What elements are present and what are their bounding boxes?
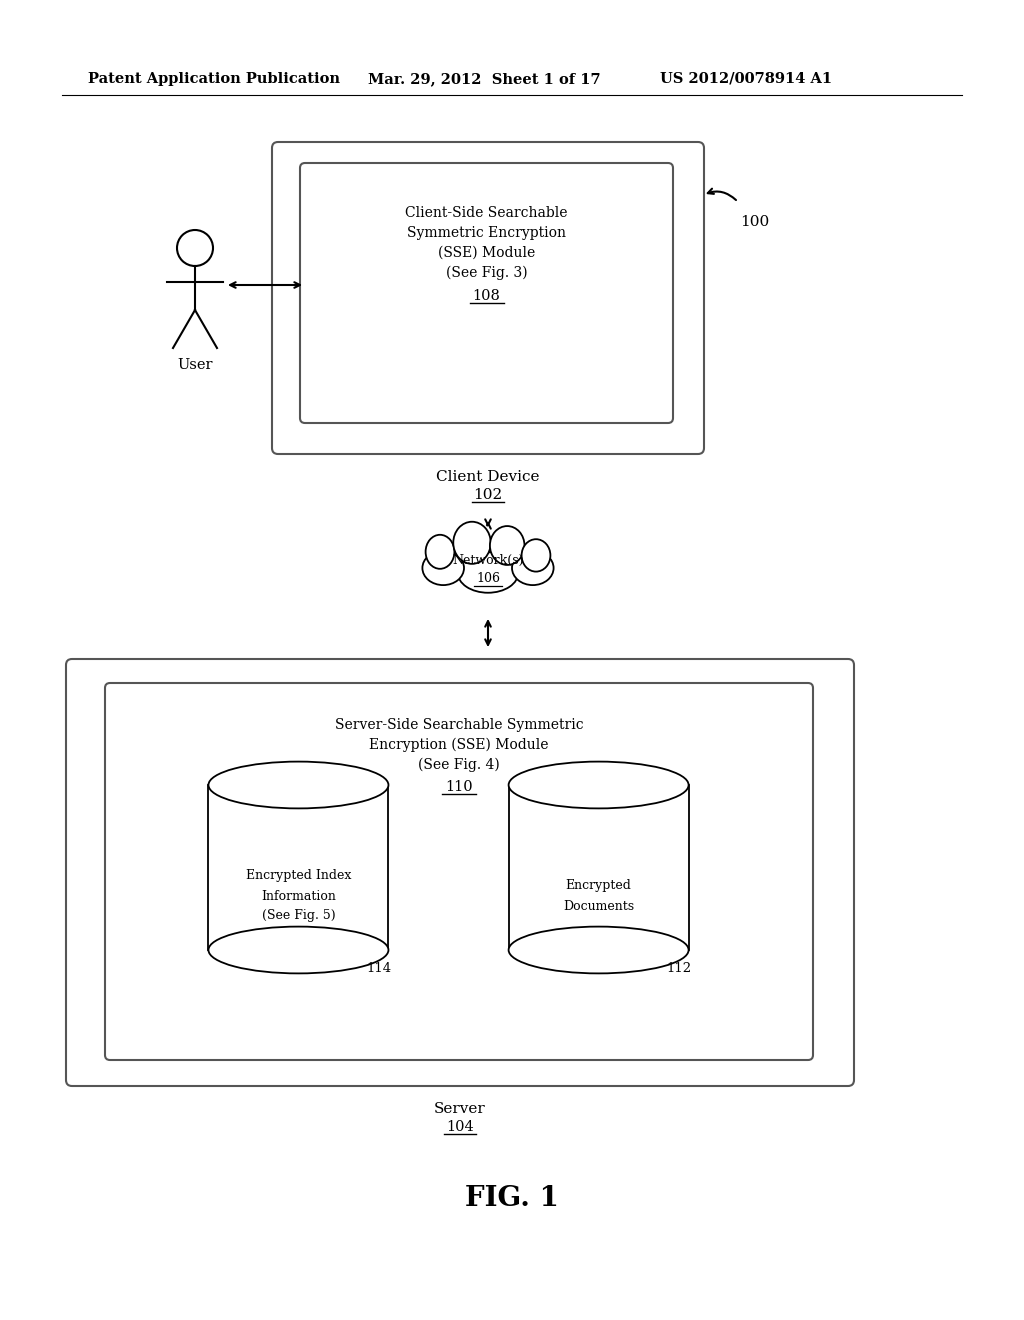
Ellipse shape bbox=[420, 541, 556, 595]
FancyBboxPatch shape bbox=[66, 659, 854, 1086]
FancyBboxPatch shape bbox=[272, 143, 705, 454]
Ellipse shape bbox=[509, 762, 688, 808]
Text: Encrypted: Encrypted bbox=[565, 879, 632, 892]
Text: 106: 106 bbox=[476, 572, 500, 585]
Text: Server: Server bbox=[434, 1102, 485, 1115]
Text: (See Fig. 5): (See Fig. 5) bbox=[262, 909, 335, 923]
Text: Encrypted Index: Encrypted Index bbox=[246, 870, 351, 883]
Text: Information: Information bbox=[261, 890, 336, 903]
Text: 102: 102 bbox=[473, 488, 503, 502]
Text: 104: 104 bbox=[446, 1119, 474, 1134]
Ellipse shape bbox=[509, 927, 688, 973]
Text: Client-Side Searchable: Client-Side Searchable bbox=[406, 206, 567, 220]
Text: FIG. 1: FIG. 1 bbox=[465, 1185, 559, 1212]
Ellipse shape bbox=[424, 533, 456, 570]
Ellipse shape bbox=[209, 762, 388, 808]
Text: (SSE) Module: (SSE) Module bbox=[438, 246, 536, 260]
Ellipse shape bbox=[458, 552, 518, 593]
Text: Network(s): Network(s) bbox=[453, 553, 523, 566]
Text: Symmetric Encryption: Symmetric Encryption bbox=[407, 226, 566, 240]
Ellipse shape bbox=[520, 537, 552, 573]
Ellipse shape bbox=[426, 535, 455, 569]
Text: Encryption (SSE) Module: Encryption (SSE) Module bbox=[370, 738, 549, 752]
Text: US 2012/0078914 A1: US 2012/0078914 A1 bbox=[660, 73, 833, 86]
Bar bbox=[209, 785, 388, 950]
Ellipse shape bbox=[488, 524, 526, 568]
Ellipse shape bbox=[521, 539, 551, 572]
Text: 112: 112 bbox=[667, 962, 692, 975]
Ellipse shape bbox=[209, 927, 388, 973]
Text: 108: 108 bbox=[472, 289, 501, 304]
Text: Server-Side Searchable Symmetric: Server-Side Searchable Symmetric bbox=[335, 718, 584, 733]
Text: Documents: Documents bbox=[563, 899, 634, 912]
Text: (See Fig. 4): (See Fig. 4) bbox=[418, 758, 500, 772]
Circle shape bbox=[177, 230, 213, 267]
Text: Patent Application Publication: Patent Application Publication bbox=[88, 73, 340, 86]
Ellipse shape bbox=[452, 519, 493, 566]
Text: User: User bbox=[177, 358, 213, 372]
FancyBboxPatch shape bbox=[105, 682, 813, 1060]
Ellipse shape bbox=[489, 527, 524, 565]
Text: 114: 114 bbox=[367, 962, 391, 975]
Text: 110: 110 bbox=[445, 780, 473, 795]
Text: Client Device: Client Device bbox=[436, 470, 540, 484]
Bar bbox=[509, 785, 688, 950]
Text: (See Fig. 3): (See Fig. 3) bbox=[445, 267, 527, 280]
Ellipse shape bbox=[422, 550, 464, 585]
Ellipse shape bbox=[454, 521, 490, 564]
Text: 100: 100 bbox=[740, 215, 769, 228]
Text: Mar. 29, 2012  Sheet 1 of 17: Mar. 29, 2012 Sheet 1 of 17 bbox=[368, 73, 601, 86]
FancyBboxPatch shape bbox=[300, 162, 673, 422]
Ellipse shape bbox=[512, 550, 554, 585]
